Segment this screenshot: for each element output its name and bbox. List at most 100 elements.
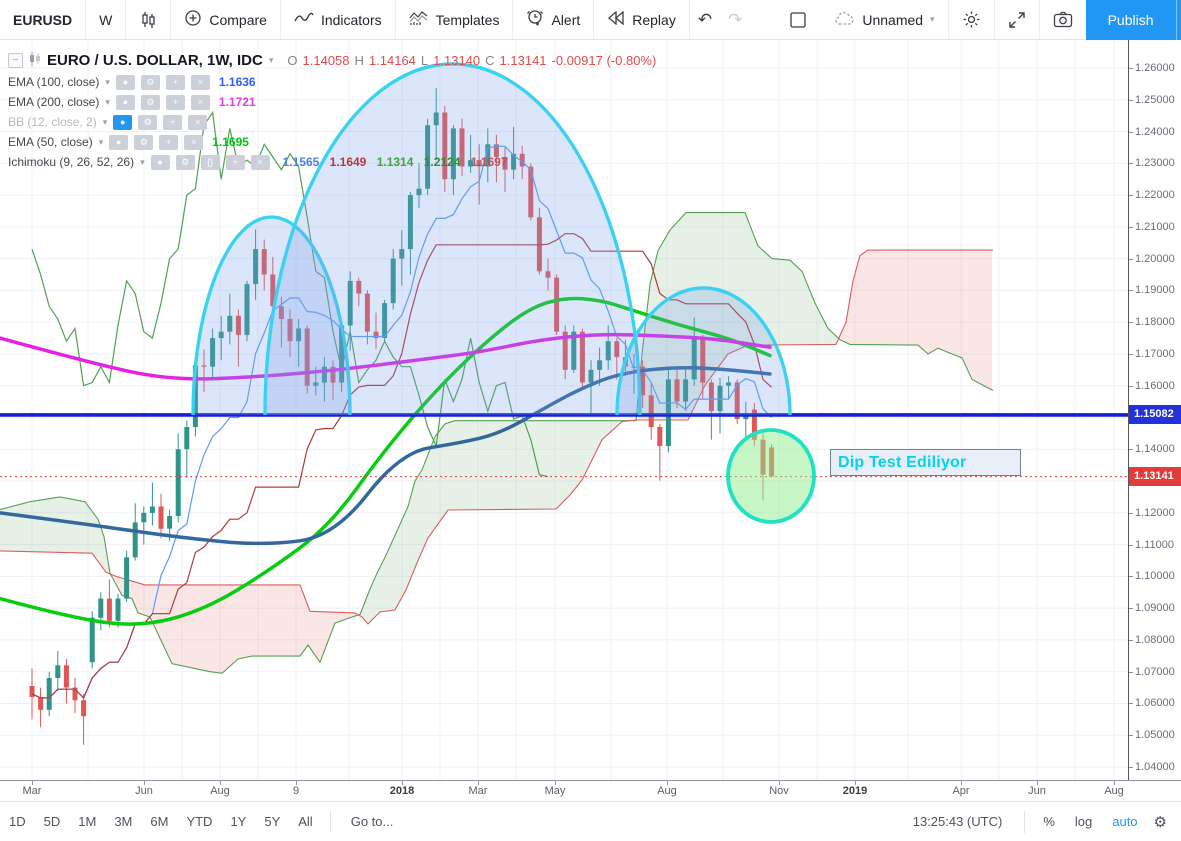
chart-legend: − EURO / U.S. DOLLAR, 1W, IDC ▾ O 1.14058… (8, 48, 656, 172)
gear-icon[interactable]: ⚙ (138, 114, 158, 130)
axis-tick (1129, 672, 1133, 673)
close-icon[interactable]: × (188, 114, 208, 130)
close-icon[interactable]: × (190, 94, 210, 110)
gear-icon[interactable]: ⚙ (175, 154, 195, 170)
axis-tick (1129, 68, 1133, 69)
redo-button[interactable]: ↷ (728, 9, 743, 29)
price-tick-label: 1.16000 (1135, 380, 1175, 392)
interval-button[interactable]: W (86, 0, 127, 39)
clock-utc[interactable]: 13:25:43 (UTC) (912, 814, 1003, 829)
time-tick-label: Aug (1104, 785, 1124, 797)
chart-area[interactable]: − EURO / U.S. DOLLAR, 1W, IDC ▾ O 1.14058… (0, 40, 1128, 780)
eye-icon[interactable]: ● (150, 154, 170, 170)
goto-button[interactable]: Go to... (350, 814, 394, 829)
eye-icon[interactable]: ● (115, 74, 135, 90)
layout-button[interactable] (776, 0, 820, 39)
current-price-badge: 1.13141 (1129, 467, 1181, 486)
price-tick-label: 1.24000 (1135, 126, 1175, 138)
scales-settings-icon[interactable]: ⚙ (1153, 813, 1167, 831)
source-code-icon[interactable]: {} (200, 154, 220, 170)
replay-icon (607, 10, 625, 28)
ohlc-values: O 1.14058 H 1.14164 L 1.13140 C 1.13141 -0.0… (287, 52, 657, 68)
range-1d[interactable]: 1D (9, 814, 26, 829)
candles (29, 88, 775, 745)
replay-button[interactable]: Replay (594, 0, 690, 39)
price-tick-label: 1.26000 (1135, 62, 1175, 74)
compare-button[interactable]: Compare (171, 0, 281, 39)
axis-tick (1129, 735, 1133, 736)
add-icon[interactable]: + (165, 74, 185, 90)
time-axis[interactable]: Mar Jun Aug 9 2018 Mar May Aug Nov 2019 Apr Jun Aug (0, 780, 1181, 801)
close-icon[interactable]: × (250, 154, 270, 170)
gear-icon[interactable]: ⚙ (134, 134, 154, 150)
indicators-button[interactable]: Indicators (281, 0, 396, 39)
alert-button[interactable]: Alert (513, 0, 595, 39)
price-tick-label: 1.08000 (1135, 634, 1175, 646)
add-icon[interactable]: + (163, 114, 183, 130)
chart-properties-button[interactable] (949, 0, 995, 39)
undo-button[interactable]: ↶ (697, 9, 713, 29)
axis-tick (1129, 703, 1133, 704)
eye-icon[interactable]: ● (115, 94, 135, 110)
range-all[interactable]: All (298, 814, 313, 829)
range-ytd[interactable]: YTD (186, 814, 213, 829)
chevron-down-icon[interactable]: ▾ (140, 156, 145, 167)
symbol-button[interactable]: EURUSD (0, 0, 87, 39)
close-icon[interactable]: × (184, 134, 204, 150)
top-toolbar: EURUSD W Compare Indicators (0, 0, 1181, 40)
dip-test-annotation[interactable]: Dip Test Ediliyor (830, 449, 1021, 476)
templates-icon (409, 10, 429, 29)
range-6m[interactable]: 6M (150, 814, 169, 829)
indicator-row-ema200: EMA (200, close) ▾ ● ⚙ + × 1.1721 (8, 94, 256, 110)
compare-label: Compare (209, 11, 267, 28)
price-tick-label: 1.23000 (1135, 157, 1175, 169)
log-scale-toggle[interactable]: log (1074, 814, 1093, 829)
legend-collapse-icon[interactable]: − (8, 52, 23, 68)
axis-tick (555, 781, 556, 785)
chevron-down-icon[interactable]: ▾ (102, 116, 108, 127)
axis-tick (1129, 354, 1133, 355)
chevron-down-icon[interactable]: ▾ (268, 54, 274, 65)
indicator-row-ema50: EMA (50, close) ▾ ● ⚙ + × 1.1695 (8, 134, 249, 150)
time-tick-label: Mar (468, 785, 488, 797)
range-3m[interactable]: 3M (114, 814, 133, 829)
eye-icon[interactable]: ● (109, 134, 129, 150)
price-tick-label: 1.04000 (1135, 761, 1175, 773)
kijun-line (31, 233, 773, 699)
fullscreen-button[interactable] (995, 0, 1040, 39)
chart-region: − EURO / U.S. DOLLAR, 1W, IDC ▾ O 1.14058… (0, 40, 1181, 781)
axis-tick (478, 781, 479, 785)
axis-tick (144, 781, 145, 785)
publish-play-button[interactable] (1175, 0, 1181, 40)
axis-tick (1129, 449, 1133, 450)
close-icon[interactable]: × (190, 74, 210, 90)
add-icon[interactable]: + (225, 154, 245, 170)
layout-name-button[interactable]: Unnamed ▾ (820, 0, 949, 39)
symbol-title[interactable]: EURO / U.S. DOLLAR, 1W, IDC (47, 51, 263, 69)
eye-icon[interactable]: ● (113, 114, 133, 130)
publish-button[interactable]: Publish (1085, 0, 1176, 40)
time-tick-label: 9 (292, 785, 300, 797)
gear-icon[interactable]: ⚙ (140, 74, 160, 90)
chevron-down-icon[interactable]: ▾ (105, 76, 110, 87)
chart-style-candles-icon[interactable] (126, 0, 172, 39)
price-chart-canvas[interactable] (0, 40, 1128, 780)
tenkan-line (31, 145, 773, 699)
range-5d[interactable]: 5D (43, 814, 61, 829)
auto-scale-toggle[interactable]: auto (1112, 814, 1138, 829)
range-5y[interactable]: 5Y (264, 814, 281, 829)
gear-icon[interactable]: ⚙ (140, 94, 160, 110)
add-icon[interactable]: + (165, 94, 185, 110)
price-axis[interactable]: 1.26000 1.25000 1.24000 1.23000 1.22000 1.210… (1128, 40, 1181, 780)
screenshot-button[interactable] (1040, 0, 1086, 39)
ema-200-line (0, 332, 772, 381)
range-1y[interactable]: 1Y (230, 814, 247, 829)
templates-button[interactable]: Templates (396, 0, 514, 39)
chevron-down-icon[interactable]: ▾ (105, 96, 110, 107)
chevron-down-icon[interactable]: ▾ (98, 136, 104, 147)
price-tick-label: 1.20000 (1135, 253, 1175, 265)
price-tick-label: 1.17000 (1135, 348, 1175, 360)
range-1m[interactable]: 1M (78, 814, 97, 829)
add-icon[interactable]: + (159, 134, 179, 150)
percent-scale-toggle[interactable]: % (1043, 814, 1055, 829)
